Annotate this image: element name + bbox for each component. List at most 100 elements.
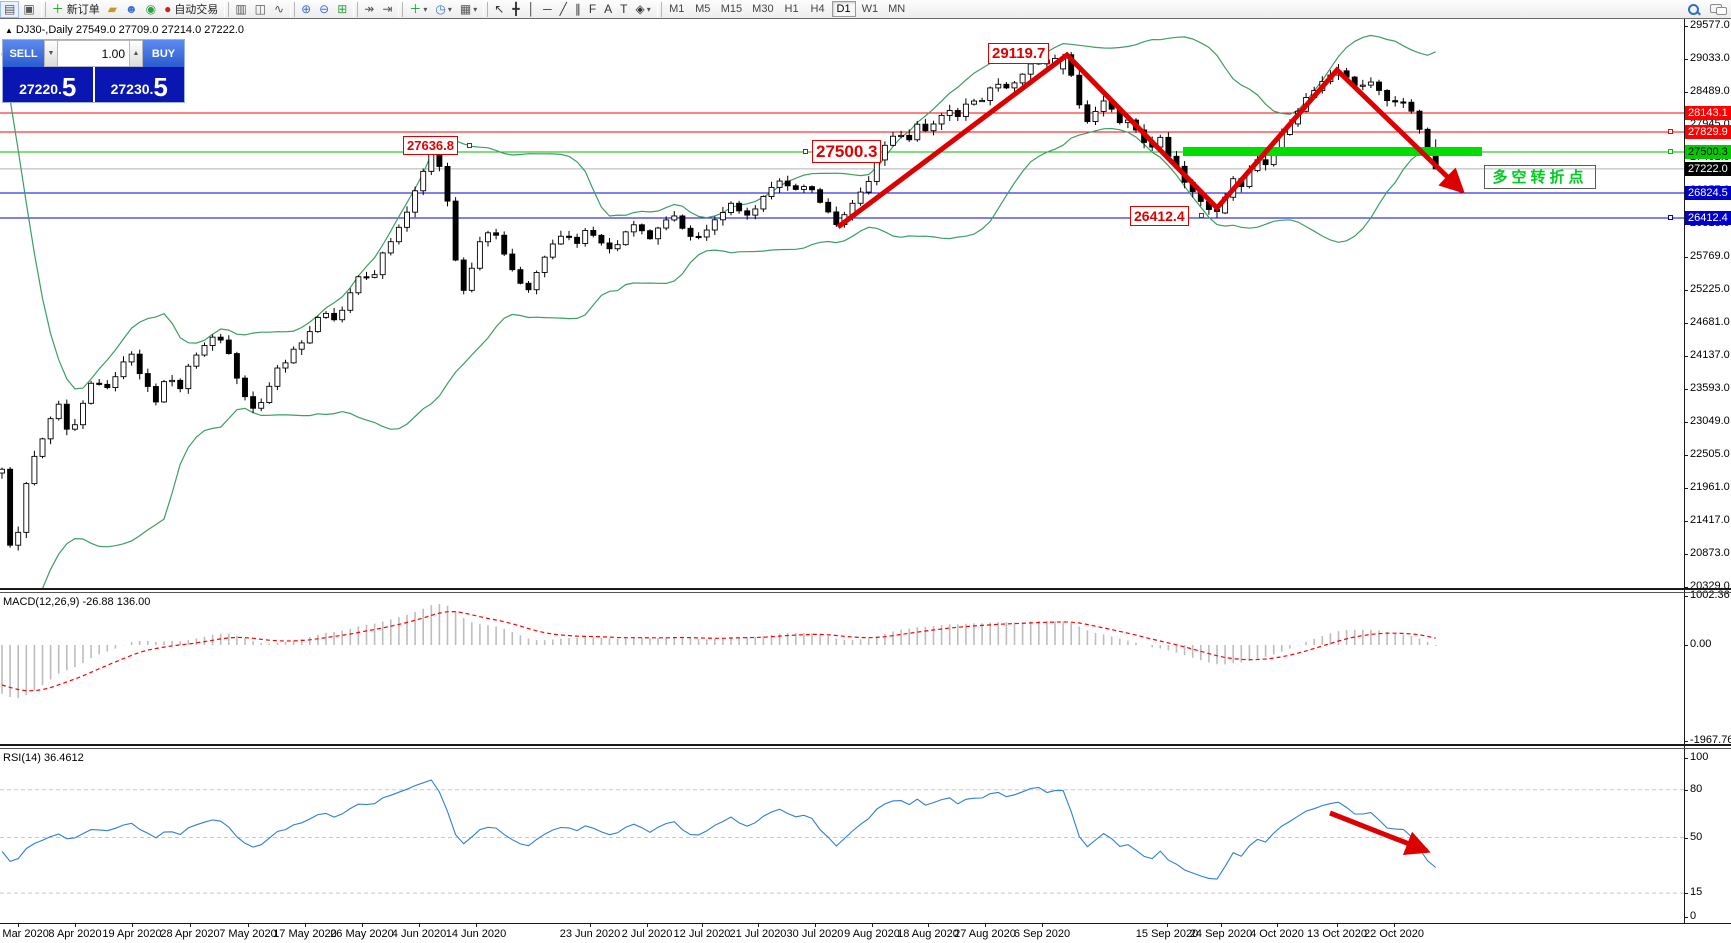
price-annotation-label[interactable]: 27500.3 xyxy=(812,140,882,163)
date-axis-tick xyxy=(872,923,873,927)
zoom-out-icon[interactable]: ⊖ xyxy=(315,1,333,18)
periods-button[interactable]: ◷ ▾ xyxy=(431,1,456,18)
horizontal-line-icon[interactable]: ─ xyxy=(539,1,556,18)
signals-icon[interactable]: ◉ xyxy=(142,1,160,18)
label-handle[interactable] xyxy=(1198,213,1204,218)
toolbar-separator xyxy=(656,1,662,17)
timeframe-mn[interactable]: MN xyxy=(888,3,906,15)
line-handle[interactable] xyxy=(1668,149,1673,154)
date-axis-label: 4 Jun 2020 xyxy=(391,928,447,940)
rsi-axis-label: 50 xyxy=(1690,830,1703,843)
zoom-in-icon[interactable]: ⊕ xyxy=(297,1,315,18)
search-icon[interactable] xyxy=(1687,3,1700,16)
date-axis-tick xyxy=(590,923,591,927)
text-icon[interactable]: A xyxy=(600,1,616,18)
text-label-icon[interactable]: T xyxy=(616,1,631,18)
price-annotation-label[interactable]: 29119.7 xyxy=(988,43,1050,64)
price-axis-tick xyxy=(1684,323,1688,325)
dropdown-caret-icon: ▾ xyxy=(447,4,452,14)
equidistant-channel-icon[interactable]: ∥ xyxy=(571,1,585,18)
sell-button[interactable]: SELL xyxy=(3,40,44,67)
community-icon[interactable]: ☻ xyxy=(121,1,142,18)
vertical-line-icon[interactable]: │ xyxy=(524,1,540,18)
chart-shift-icon[interactable]: ⇥ xyxy=(378,1,396,18)
price-axis-tick xyxy=(1684,455,1688,457)
main-chart-pane[interactable] xyxy=(0,19,1684,588)
gold-deposit-icon[interactable]: ▰ xyxy=(104,1,121,18)
date-axis-tick xyxy=(702,923,703,927)
trendline-icon[interactable]: ╱ xyxy=(556,1,571,18)
price-axis-label: 25225.0 xyxy=(1690,283,1730,296)
rsi-axis-tick xyxy=(1684,917,1688,918)
auto-scroll-icon[interactable]: ↠ xyxy=(360,1,378,18)
rsi-axis-tick xyxy=(1684,893,1688,895)
date-axis-tick xyxy=(476,923,477,927)
macd-axis-label: 0.00 xyxy=(1690,638,1712,650)
price-annotation-label[interactable]: 26412.4 xyxy=(1130,206,1189,226)
volume-up-button[interactable]: ▲ xyxy=(129,40,143,67)
crosshair-icon[interactable]: ╋ xyxy=(508,1,523,18)
date-axis-tick xyxy=(1221,923,1222,927)
price-axis-line xyxy=(1684,19,1685,923)
cursor-icon[interactable]: ↖ xyxy=(490,1,508,18)
price-axis-tick xyxy=(1684,92,1688,94)
price-axis-label: 22505.0 xyxy=(1690,448,1730,461)
pane-separator[interactable] xyxy=(0,744,1731,746)
candlestick-chart-icon[interactable]: ◫ xyxy=(251,1,270,18)
date-axis-tick xyxy=(18,923,19,927)
timeframe-m30[interactable]: M30 xyxy=(752,3,774,15)
arrows-shapes-icon[interactable]: ◈ ▾ xyxy=(632,1,655,18)
line-handle[interactable] xyxy=(1668,129,1673,134)
label-handle[interactable] xyxy=(467,142,473,148)
timeframe-h4[interactable]: H4 xyxy=(810,3,825,15)
signals-icon: ◉ xyxy=(145,2,157,16)
rsi-axis-tick xyxy=(1684,758,1688,759)
price-annotation-label[interactable]: 27636.8 xyxy=(403,136,458,155)
line-handle[interactable] xyxy=(1668,215,1673,221)
buy-price[interactable]: 27230. 5 xyxy=(95,67,185,102)
new-chart-icon[interactable]: ▤ xyxy=(0,0,20,18)
sell-price[interactable]: 27220. 5 xyxy=(3,67,95,102)
note-annotation[interactable]: 多空转折点 xyxy=(1484,165,1596,189)
timeframe-m15[interactable]: M15 xyxy=(720,3,743,15)
price-axis-tick xyxy=(1684,422,1688,424)
text-label-icon: T xyxy=(620,2,628,16)
line-chart-icon[interactable]: ∿ xyxy=(270,1,288,18)
fibonacci-icon[interactable]: F xyxy=(585,1,600,18)
price-axis-label: 21417.0 xyxy=(1690,514,1730,527)
autotrading-button[interactable]: ● 自动交易 xyxy=(160,1,222,18)
tile-windows-icon[interactable]: ⊞ xyxy=(333,1,351,18)
timeframe-w1[interactable]: W1 xyxy=(861,3,879,15)
new-order-button[interactable]: ＋新订单 xyxy=(48,1,104,18)
templates-button[interactable]: ▦ ▾ xyxy=(456,1,481,18)
pane-separator[interactable] xyxy=(0,588,1731,590)
timeframe-d1[interactable]: D1 xyxy=(831,1,856,17)
price-badge: 26824.5 xyxy=(1685,186,1731,201)
timeframe-m5[interactable]: M5 xyxy=(695,3,711,15)
buy-button[interactable]: BUY xyxy=(143,40,184,67)
date-axis-label: 22 Oct 2020 xyxy=(1364,928,1424,940)
volume-input[interactable]: 1.00 xyxy=(58,40,129,67)
price-axis-tick xyxy=(1684,521,1688,523)
bar-chart-icon[interactable]: ▥ xyxy=(231,1,250,18)
chat-icon[interactable] xyxy=(1710,3,1727,15)
equidistant-channel-icon: ∥ xyxy=(574,2,581,16)
rsi-axis-label: 0 xyxy=(1690,910,1697,922)
macd-pane[interactable] xyxy=(0,592,1684,744)
price-axis-label: 29033.0 xyxy=(1690,52,1730,64)
volume-down-button[interactable]: ▼ xyxy=(44,40,58,67)
price-badge: 28143.1 xyxy=(1685,106,1731,120)
label-handle[interactable] xyxy=(803,148,808,154)
data-window-icon[interactable]: ▣ xyxy=(19,1,38,18)
date-axis-tick xyxy=(1394,923,1395,927)
date-axis-label: 23 Jun 2020 xyxy=(559,928,621,940)
timeframe-m1[interactable]: M1 xyxy=(669,3,685,15)
rsi-pane[interactable] xyxy=(0,748,1684,923)
price-axis-tick xyxy=(1684,356,1688,358)
timeframe-h1[interactable]: H1 xyxy=(784,3,799,15)
price-axis-tick xyxy=(1684,59,1688,60)
macd-axis-label: -1967.76 xyxy=(1690,734,1731,747)
candlestick-chart-icon: ◫ xyxy=(254,2,266,16)
vertical-line-icon: │ xyxy=(527,2,536,16)
indicators-button[interactable]: ＋ ▾ xyxy=(405,1,431,18)
